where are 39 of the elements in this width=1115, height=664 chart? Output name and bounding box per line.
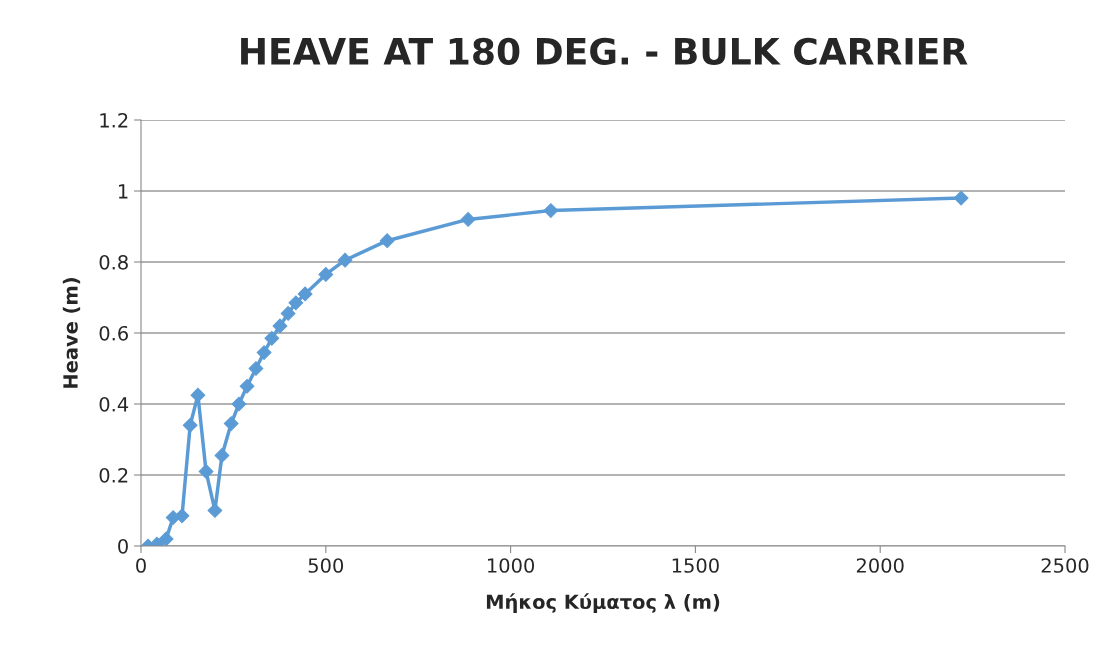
point [158,531,174,546]
point [248,361,264,376]
point [318,267,334,282]
point [256,345,272,360]
chart-title: HEAVE AT 180 DEG. - BULK CARRIER [241,37,968,65]
x-tick-label: 1000 [487,558,535,573]
y-tick-label: 1.2 [100,112,128,128]
point [190,387,206,403]
point [198,464,214,479]
point [272,318,288,334]
point [460,212,476,227]
x-tick-label: 0 [136,558,146,573]
x-tick-label: 500 [308,558,344,573]
point [264,330,280,346]
point [239,378,255,394]
point [223,416,239,431]
point [174,508,190,524]
point [288,295,304,311]
y-tick-label: 0.2 [99,467,128,483]
x-tick-label: 1500 [672,558,719,573]
y-tick-label: 0.6 [99,325,128,341]
point [214,448,230,463]
y-axis-title: Heave (m) [62,278,81,388]
point [207,503,223,518]
point [182,417,198,433]
y-tick-label: 0 [118,538,128,554]
x-tick-label: 2000 [856,558,904,573]
y-tick-label: 0.8 [99,254,128,270]
point [280,306,296,321]
point [297,286,313,302]
y-tick-label: 1 [118,184,128,199]
x-axis-title: Μήκος Κύματος λ (m) [486,593,720,613]
point [543,203,559,218]
point [379,233,395,249]
point [953,190,969,206]
x-tick-label: 2500 [1041,558,1089,573]
point [337,252,353,268]
y-tick-label: 0.4 [99,396,129,412]
point [231,396,247,412]
